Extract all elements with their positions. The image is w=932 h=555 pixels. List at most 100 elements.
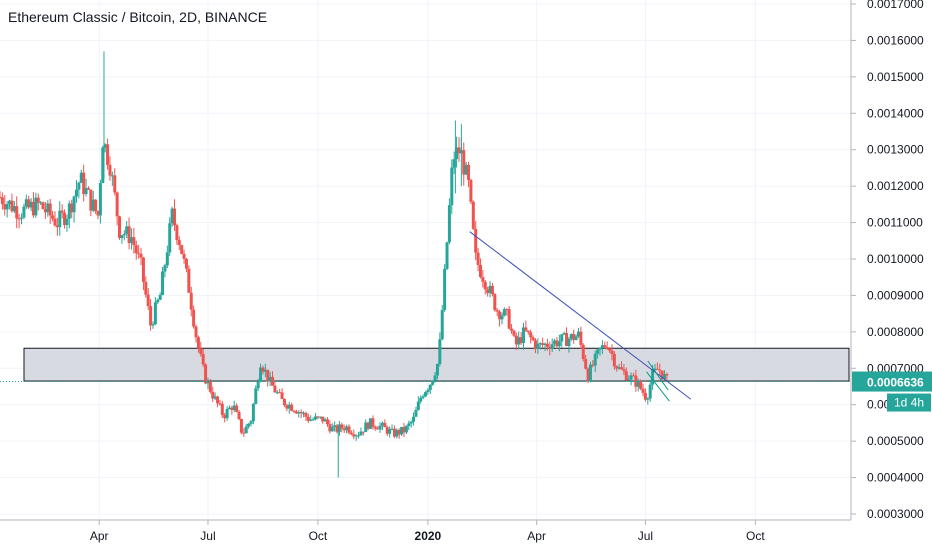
candle-body — [141, 257, 145, 282]
candle-body — [385, 427, 389, 434]
candle-body — [206, 381, 210, 384]
candle-body — [419, 397, 423, 402]
candle-body — [67, 203, 71, 219]
candle-body — [196, 337, 200, 349]
candle-body — [149, 306, 153, 326]
candle-body — [431, 380, 435, 385]
candle-body — [490, 285, 494, 295]
candle-body — [514, 335, 518, 345]
candle-body — [608, 348, 612, 351]
candle-body — [574, 336, 578, 340]
candle-body — [163, 265, 167, 272]
candlesticks — [0, 51, 669, 478]
candle-body — [550, 344, 554, 350]
candle-body — [22, 206, 26, 218]
candle-body — [211, 391, 215, 399]
candle-body — [505, 309, 509, 311]
candle-body — [457, 147, 461, 154]
candle-body — [280, 392, 284, 400]
candle-body — [605, 347, 609, 349]
candle-body — [596, 349, 600, 354]
candle-body — [89, 189, 93, 211]
candle-body — [120, 235, 124, 239]
candle-body — [101, 147, 105, 184]
candle-body — [31, 201, 35, 216]
candle-body — [548, 346, 552, 350]
candle-body — [177, 240, 181, 246]
candle-body — [144, 281, 148, 295]
candle-body — [467, 164, 471, 180]
candle-body — [562, 333, 566, 335]
candle-body — [165, 252, 169, 266]
candle-body — [251, 403, 255, 422]
descending-trendline — [469, 231, 692, 400]
candle-body — [646, 398, 650, 400]
candle-body — [526, 330, 530, 333]
candle-body — [576, 331, 580, 337]
candle-body — [598, 347, 602, 350]
candle-body — [225, 408, 229, 419]
candle-body — [481, 277, 485, 282]
candle-body — [615, 366, 619, 369]
candle-body — [41, 202, 45, 210]
candle-body — [103, 144, 107, 148]
candle-body — [20, 217, 24, 219]
candle-body — [192, 309, 196, 327]
candle-body — [531, 337, 535, 341]
candle-body — [72, 196, 76, 213]
candle-body — [314, 416, 318, 420]
candle-body — [440, 309, 444, 340]
candle-body — [383, 422, 387, 428]
candle-body — [180, 245, 184, 254]
candle-body — [665, 374, 669, 376]
candle-body — [318, 416, 322, 418]
candle-body — [43, 209, 47, 213]
candle-body — [151, 324, 155, 326]
candle-body — [593, 353, 597, 366]
candle-body — [433, 375, 437, 381]
candle-body — [36, 197, 40, 203]
candle-body — [414, 410, 418, 417]
candle-body — [361, 431, 365, 433]
candle-body — [591, 364, 595, 366]
candle-body — [620, 367, 624, 370]
candle-body — [94, 199, 98, 212]
candle-body — [168, 223, 172, 253]
candle-body — [560, 334, 564, 342]
candle-body — [655, 368, 659, 370]
candle-body — [651, 370, 655, 385]
candle-body — [173, 208, 177, 226]
candle-body — [567, 338, 571, 347]
candle-body — [402, 426, 406, 433]
current-price-badge — [852, 371, 932, 392]
candle-body — [323, 419, 327, 422]
candle-body — [137, 253, 141, 255]
candle-body — [392, 428, 396, 437]
candle-body — [445, 242, 449, 269]
candle-body — [3, 204, 7, 210]
candle-body — [517, 337, 521, 345]
candle-body — [342, 428, 346, 431]
candle-body — [622, 369, 626, 372]
candle-body — [46, 203, 50, 213]
candle-body — [51, 215, 55, 219]
candle-body — [545, 343, 549, 347]
y-tick-label: 0.0013000 — [867, 143, 924, 157]
candle-body — [84, 188, 88, 195]
candle-body — [572, 334, 576, 340]
candle-body — [194, 326, 198, 338]
candle-body — [139, 253, 143, 258]
candle-body — [182, 253, 186, 259]
candle-body — [263, 369, 267, 372]
candle-body — [495, 310, 499, 312]
candle-body — [287, 404, 291, 409]
candle-body — [438, 339, 442, 364]
candle-body — [416, 401, 420, 411]
candle-body — [115, 192, 119, 217]
candle-body — [232, 405, 236, 410]
candle-body — [24, 199, 28, 207]
triangle-lower-line — [646, 371, 670, 402]
candle-body — [146, 294, 150, 307]
